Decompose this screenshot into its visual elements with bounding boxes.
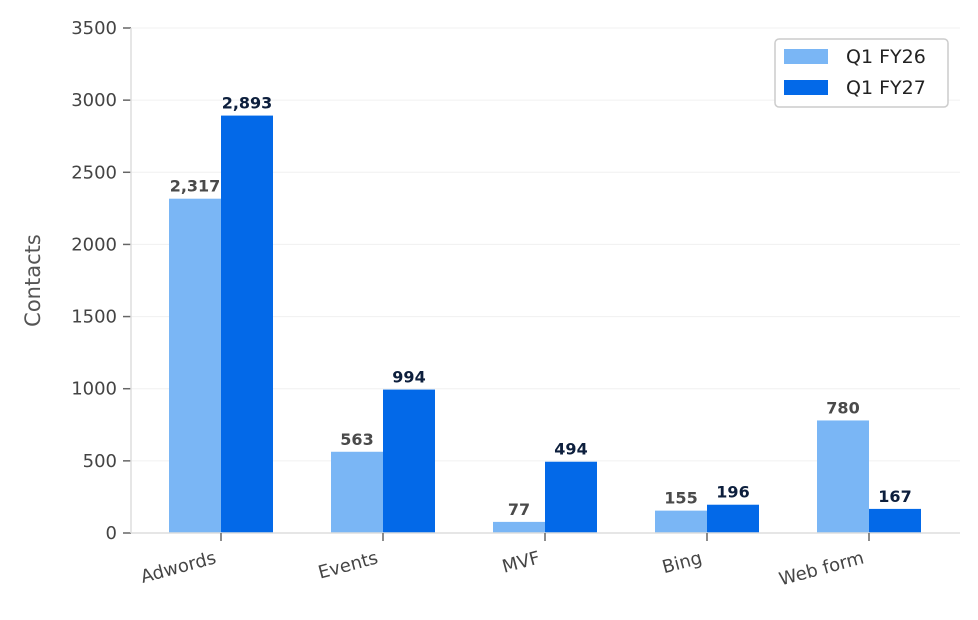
legend: Q1 FY26 Q1 FY27 [774, 38, 949, 108]
legend-swatch [784, 80, 828, 95]
legend-label: Q1 FY27 [846, 77, 926, 99]
data-label: 2,317 [170, 177, 221, 196]
legend-label: Q1 FY26 [846, 46, 926, 68]
y-tick-label: 2500 [71, 162, 117, 183]
y-tick-label: 1500 [71, 307, 117, 328]
y-tick-label: 3000 [71, 90, 117, 111]
x-tick-labels: Adwords Events MVF Bing Web form [138, 548, 866, 591]
y-tick-label: 0 [106, 523, 117, 544]
data-label: 994 [392, 368, 425, 387]
bar-adwords-s1 [221, 115, 273, 534]
bars [169, 115, 921, 534]
x-tick-label: Bing [660, 548, 704, 579]
x-tick-label: MVF [500, 548, 542, 578]
data-label: 780 [826, 398, 859, 417]
y-tick-label: 2000 [71, 234, 117, 255]
bar-mvf-s1 [545, 461, 597, 533]
y-tick-labels: 0 500 1000 1500 2000 2500 3000 3500 [71, 18, 117, 544]
data-label: 77 [508, 500, 530, 519]
data-label: 167 [878, 487, 911, 506]
value-labels: 2,317 2,893 563 994 77 494 155 196 780 167 [170, 94, 912, 519]
data-label: 155 [664, 489, 697, 508]
x-tick-label: Adwords [138, 548, 218, 588]
bar-adwords-s0 [169, 198, 221, 533]
bar-bing-s1 [707, 504, 759, 533]
axes [123, 27, 960, 541]
y-tick-label: 1000 [71, 379, 117, 400]
bar-bing-s0 [655, 510, 707, 533]
data-label: 196 [716, 483, 749, 502]
legend-swatch [784, 49, 828, 64]
bar-web-form-s0 [817, 420, 869, 533]
data-label: 494 [554, 440, 587, 459]
data-label: 2,893 [222, 94, 273, 113]
bar-events-s1 [383, 389, 435, 533]
bar-mvf-s0 [493, 521, 545, 533]
bar-web-form-s1 [869, 508, 921, 533]
data-label: 563 [340, 430, 373, 449]
x-tick-label: Events [316, 548, 380, 584]
y-tick-label: 500 [83, 451, 117, 472]
y-axis-title: Contacts [21, 234, 45, 327]
x-tick-label: Web form [777, 548, 866, 591]
bar-events-s0 [331, 451, 383, 533]
y-tick-label: 3500 [71, 18, 117, 39]
